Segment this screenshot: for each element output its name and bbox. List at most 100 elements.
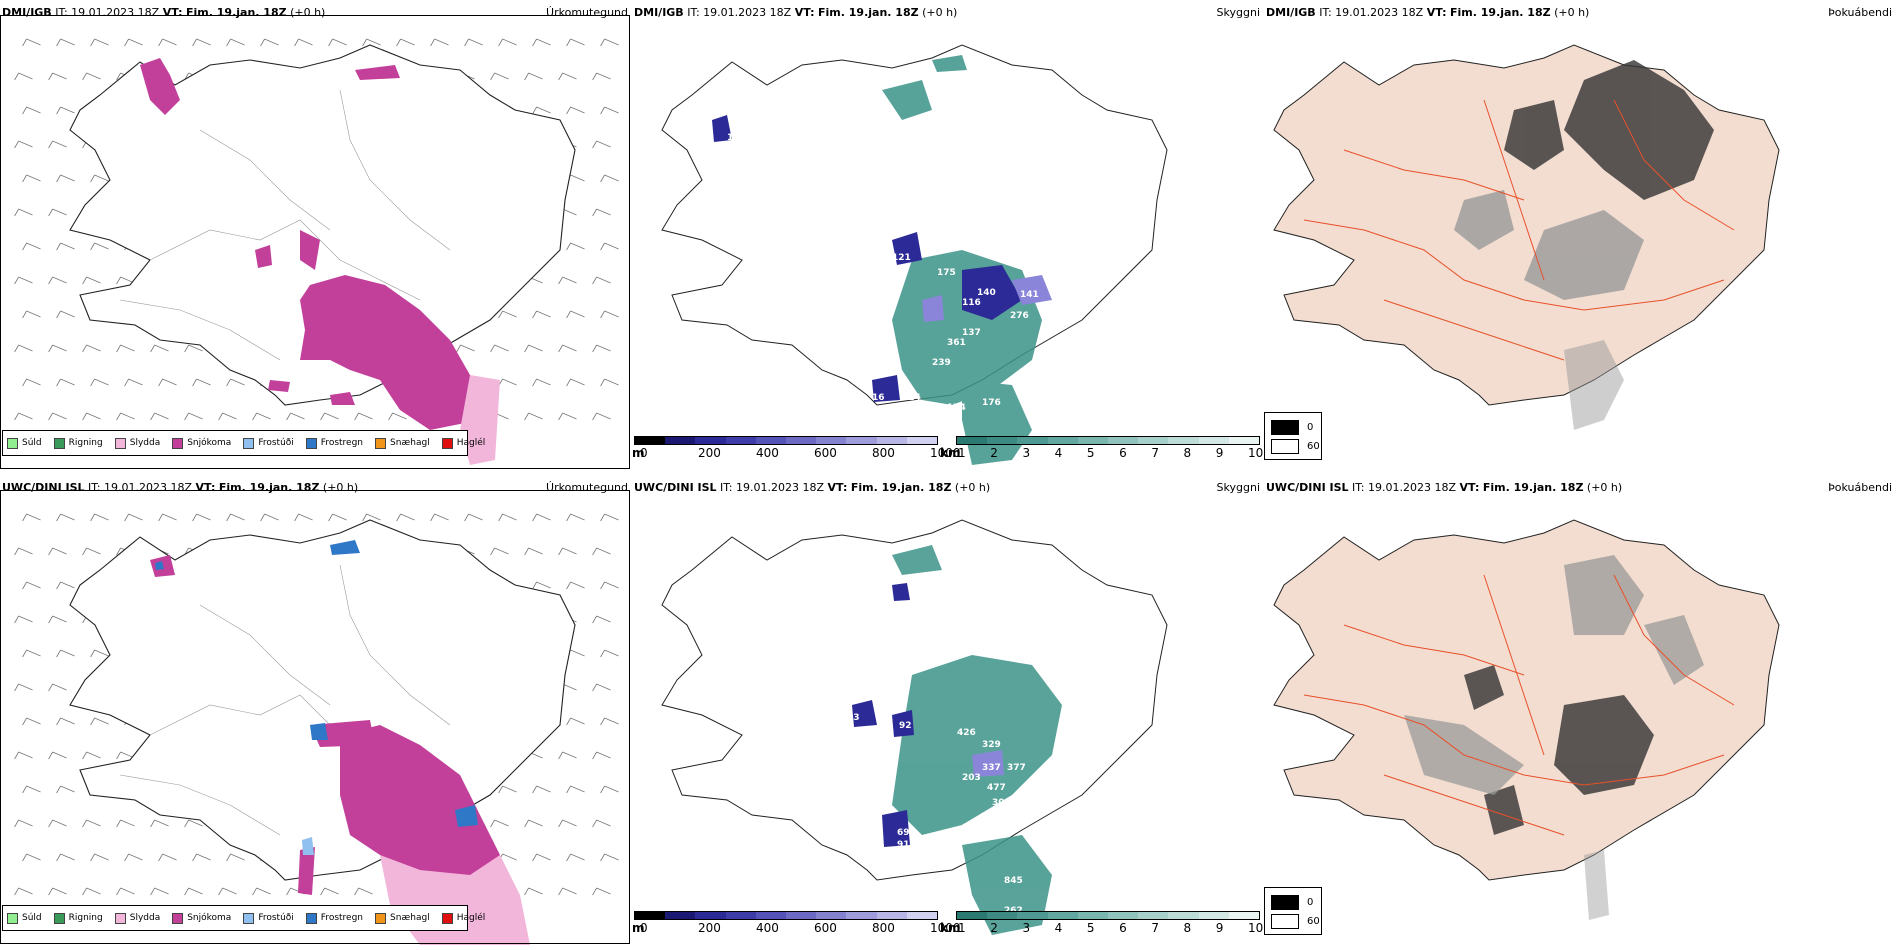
tick-label: 4 [1054,921,1063,935]
visibility-value-label: 137 [962,328,981,338]
tick-label: 200 [698,446,721,460]
tick-label: 5 [1086,446,1095,460]
field-name: Skyggni [1216,481,1260,494]
legend-swatch [7,437,18,449]
visibility-value-label: 168 [762,68,781,78]
visibility-value-label: 361 [947,338,966,348]
panel-header: UWC/DINI ISL IT: 19.01.2023 18Z VT: Fim.… [634,481,991,494]
visibility-value-label: 141 [1020,290,1039,300]
fog-index-legend: 0 60 [1264,887,1322,935]
visibility-value-label: 203 [962,773,981,783]
legend-item: Frostregn [305,437,363,449]
visibility-m-unit: m [632,921,645,935]
tick-label: 7 [1151,921,1159,935]
visibility-km-unit: km [940,921,961,935]
visibility-value-label: 91 [897,840,910,850]
field-name: Skyggni [1216,6,1260,19]
legend-item: Haglél [441,437,485,449]
visibility-panel-uwc: UWC/DINI ISL IT: 19.01.2023 18Z VT: Fim.… [632,475,1264,950]
valid-time: Fim. 19.jan. 18Z [1482,481,1584,494]
legend-swatch [172,912,184,924]
tick-label: 800 [872,921,895,935]
tick-label: 400 [756,446,779,460]
precip-type-legend: Súld Rigning Slydda Snjókoma Frostúði Frostre… [2,430,485,456]
visibility-panel-dmi: DMI/IGB IT: 19.01.2023 18Z VT: Fim. 19.j… [632,0,1264,475]
legend-item: Súld [7,912,42,924]
visibility-value-label: 140 [977,288,996,298]
fog-index-map [1273,44,1780,430]
tick-label: 9 [1215,921,1224,935]
fog-index-legend: 0 60 [1264,412,1322,460]
visibility-value-label: 124 [902,393,921,403]
init-time: 19.01.2023 18Z [1335,6,1424,19]
legend-item: Snæhagl [375,437,430,449]
fog-index-map [1273,519,1780,920]
legend-swatch [53,912,65,924]
visibility-value-label: 175 [937,268,956,278]
tick-label: 3 [1022,446,1031,460]
visibility-value-label: 208 [862,248,881,258]
panel-header: UWC/DINI ISL IT: 19.01.2023 18Z VT: Fim.… [1266,481,1623,494]
fog-low-swatch [1271,420,1299,435]
visibility-value-label: 239 [932,358,951,368]
legend-item: Slydda [114,437,160,449]
init-time: 19.01.2023 18Z [1368,481,1457,494]
visibility-value-label: 121 [892,253,911,263]
legend-swatch [305,912,317,924]
legend-swatch [305,437,317,449]
tick-label: 2 [990,446,998,460]
precip-type-panel-uwc: UWC/DINI ISL IT: 19.01.2023 18Z VT: Fim.… [0,475,632,950]
tick-label: 0 [640,446,648,460]
tick-label: 6 [1119,921,1127,935]
legend-item: Frostregn [305,912,363,924]
visibility-value-label: 157 [727,133,746,143]
visibility-value-label: 176 [982,398,1001,408]
visibility-m-unit: m [632,446,645,460]
legend-swatch [172,437,184,449]
legend-swatch [114,912,126,924]
panel-header: DMI/IGB IT: 19.01.2023 18Z VT: Fim. 19.j… [634,6,958,19]
visibility-value-label: 337 [982,763,1001,773]
tick-label: 1 [958,446,966,460]
legend-item: Frostúði [243,912,294,924]
tick-label: 7 [1151,446,1159,460]
valid-time: Fim. 19.jan. 18Z [850,481,952,494]
init-time: 19.01.2023 18Z [736,481,825,494]
legend-swatch [441,912,453,924]
lead-time: (+0 h) [1554,6,1590,19]
visibility-value-label: 174 [947,403,966,413]
visibility-value-label: 276 [1010,311,1029,321]
legend-item: Rigning [53,437,103,449]
valid-time: Fim. 19.jan. 18Z [818,6,919,19]
lead-time: (+0 h) [954,481,991,494]
tick-label: 600 [814,921,837,935]
legend-item: Haglél [441,912,485,924]
fog-high-swatch [1271,914,1299,929]
precip-type-map [14,38,619,465]
visibility-km-colorbar [956,911,1260,920]
visibility-value-label: 882 [962,823,981,833]
tick-label: 6 [1119,446,1127,460]
tick-label: 1 [958,921,966,935]
legend-swatch [7,912,18,924]
visibility-value-label: 119 [747,143,766,153]
legend-swatch [53,437,65,449]
visibility-value-label: 329 [982,740,1001,750]
tick-label: 9 [1215,446,1224,460]
legend-swatch [243,912,255,924]
tick-label: 1000 [930,921,961,935]
tick-label: 0 [640,921,648,935]
visibility-value-label: 92 [899,721,912,731]
visibility-value-label: 477 [987,783,1006,793]
tick-label: 1000 [930,446,961,460]
tick-label: 10 [1248,921,1264,935]
legend-item: Rigning [53,912,103,924]
valid-time: Fim. 19.jan. 18Z [1450,6,1551,19]
visibility-value-label: 243 [847,263,866,273]
tick-label: 400 [756,921,779,935]
lead-time: (+0 h) [1586,481,1623,494]
tick-label: 8 [1183,921,1192,935]
visibility-value-label: 83 [847,713,860,723]
visibility-map: 83 92 426 329 337 377 203 477 301 222 882 69 91 845 2 6… [661,519,1168,935]
